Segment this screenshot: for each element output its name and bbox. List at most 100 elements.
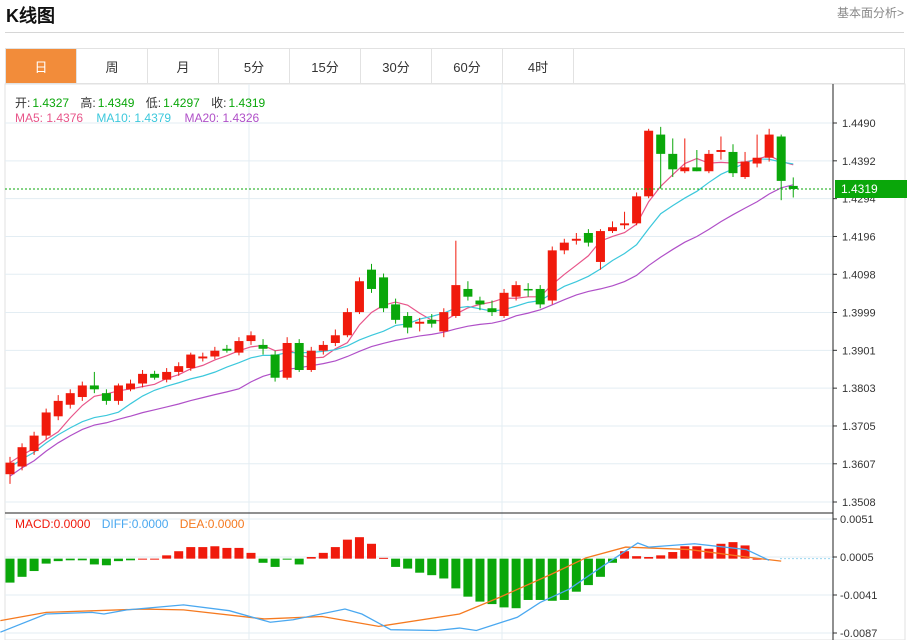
candle-body: [162, 371, 172, 380]
candle-body: [764, 134, 774, 158]
candle-body: [451, 285, 461, 316]
price-tick-label: 1.3999: [842, 308, 876, 320]
macd-bar: [306, 557, 316, 559]
tab-30min[interactable]: 30分: [361, 49, 432, 83]
macd-bar: [463, 558, 473, 597]
macd-bar: [101, 558, 111, 566]
tab-4h[interactable]: 4时: [503, 49, 574, 83]
candle: [692, 150, 702, 172]
dea-line: [0, 546, 782, 628]
candle: [5, 456, 15, 484]
candle-body: [620, 223, 630, 226]
candle-body: [776, 136, 786, 181]
candle-body: [65, 393, 75, 405]
ohlc-readout: 开: 1.4327 高: 1.4349 低: 1.4297 收: 1.4319: [15, 94, 267, 111]
candle-body: [583, 232, 593, 243]
candle-body: [41, 412, 51, 436]
macd-bar: [5, 558, 15, 583]
ma20-value: MA20: 1.4326: [184, 111, 260, 125]
macd-bar: [29, 558, 39, 572]
macd-bar: [113, 558, 123, 562]
candle: [379, 273, 389, 313]
open-value: 1.4327: [32, 96, 70, 110]
candle-body: [439, 312, 449, 332]
candle-body: [330, 335, 340, 343]
macd-bar: [403, 558, 413, 569]
candle-body: [632, 196, 642, 224]
macd-bar: [656, 555, 666, 559]
tab-60min[interactable]: 60分: [432, 49, 503, 83]
candle: [656, 126, 666, 189]
tab-day[interactable]: 日: [6, 49, 77, 83]
candle: [716, 136, 726, 160]
tab-week[interactable]: 周: [77, 49, 148, 83]
candle: [330, 329, 340, 347]
candle: [535, 285, 545, 309]
candle: [162, 368, 172, 383]
macd-bar: [294, 558, 304, 565]
macd-tick-label: -0.0041: [840, 590, 877, 602]
macd-tick-label: -0.0087: [840, 628, 877, 640]
candle-body: [487, 308, 497, 313]
candle-body: [174, 366, 184, 372]
diff-value: DIFF:0.0000: [101, 517, 169, 531]
candle-body: [728, 151, 738, 174]
candle: [571, 232, 581, 245]
macd-bar: [17, 558, 27, 577]
fundamental-analysis-link[interactable]: 基本面分析>: [836, 6, 904, 20]
candle-body: [306, 350, 316, 371]
candle: [53, 395, 63, 421]
candle: [451, 240, 461, 318]
candle-body: [415, 321, 425, 324]
candle-body: [427, 319, 437, 324]
tab-15min[interactable]: 15分: [290, 49, 361, 83]
macd-bar: [77, 558, 87, 561]
candle: [740, 151, 750, 179]
macd-bar: [716, 543, 726, 559]
candle-body: [463, 288, 473, 297]
candle: [487, 300, 497, 316]
candle-body: [17, 447, 27, 467]
current-price-badge: [835, 179, 907, 198]
candle-body: [535, 288, 545, 305]
candle: [210, 346, 220, 360]
macd-tick-label: 0.0051: [840, 514, 874, 526]
candle: [101, 389, 111, 405]
candle: [439, 308, 449, 338]
macd-bar: [138, 558, 148, 560]
macd-bar: [475, 558, 485, 602]
macd-bar: [174, 551, 184, 559]
macd-bar: [210, 546, 220, 559]
candle-body: [29, 435, 39, 452]
candle-body: [788, 185, 798, 189]
candle: [523, 283, 533, 297]
candle: [427, 314, 437, 328]
candle-body: [752, 157, 762, 164]
macd-bar: [367, 543, 376, 559]
candle-body: [692, 167, 702, 172]
macd-bar: [439, 558, 449, 579]
macd-bar: [258, 558, 268, 563]
candle: [415, 317, 425, 332]
macd-bar: [704, 548, 714, 559]
candle-body: [342, 312, 352, 336]
candle: [680, 138, 690, 174]
macd-bar: [644, 557, 654, 559]
candle: [788, 177, 798, 198]
candle: [198, 352, 208, 362]
candle: [150, 370, 160, 380]
dea-value: DEA:0.0000: [179, 517, 245, 531]
candle-body: [668, 153, 678, 170]
candle-body: [523, 288, 533, 291]
candle: [65, 389, 75, 409]
macd-bar: [41, 558, 51, 564]
tab-5min[interactable]: 5分: [219, 49, 290, 83]
candle: [234, 337, 244, 356]
candle: [282, 337, 292, 380]
macd-bar: [65, 558, 75, 561]
candle-body: [354, 281, 364, 313]
tab-month[interactable]: 月: [148, 49, 219, 83]
candle: [367, 263, 376, 293]
